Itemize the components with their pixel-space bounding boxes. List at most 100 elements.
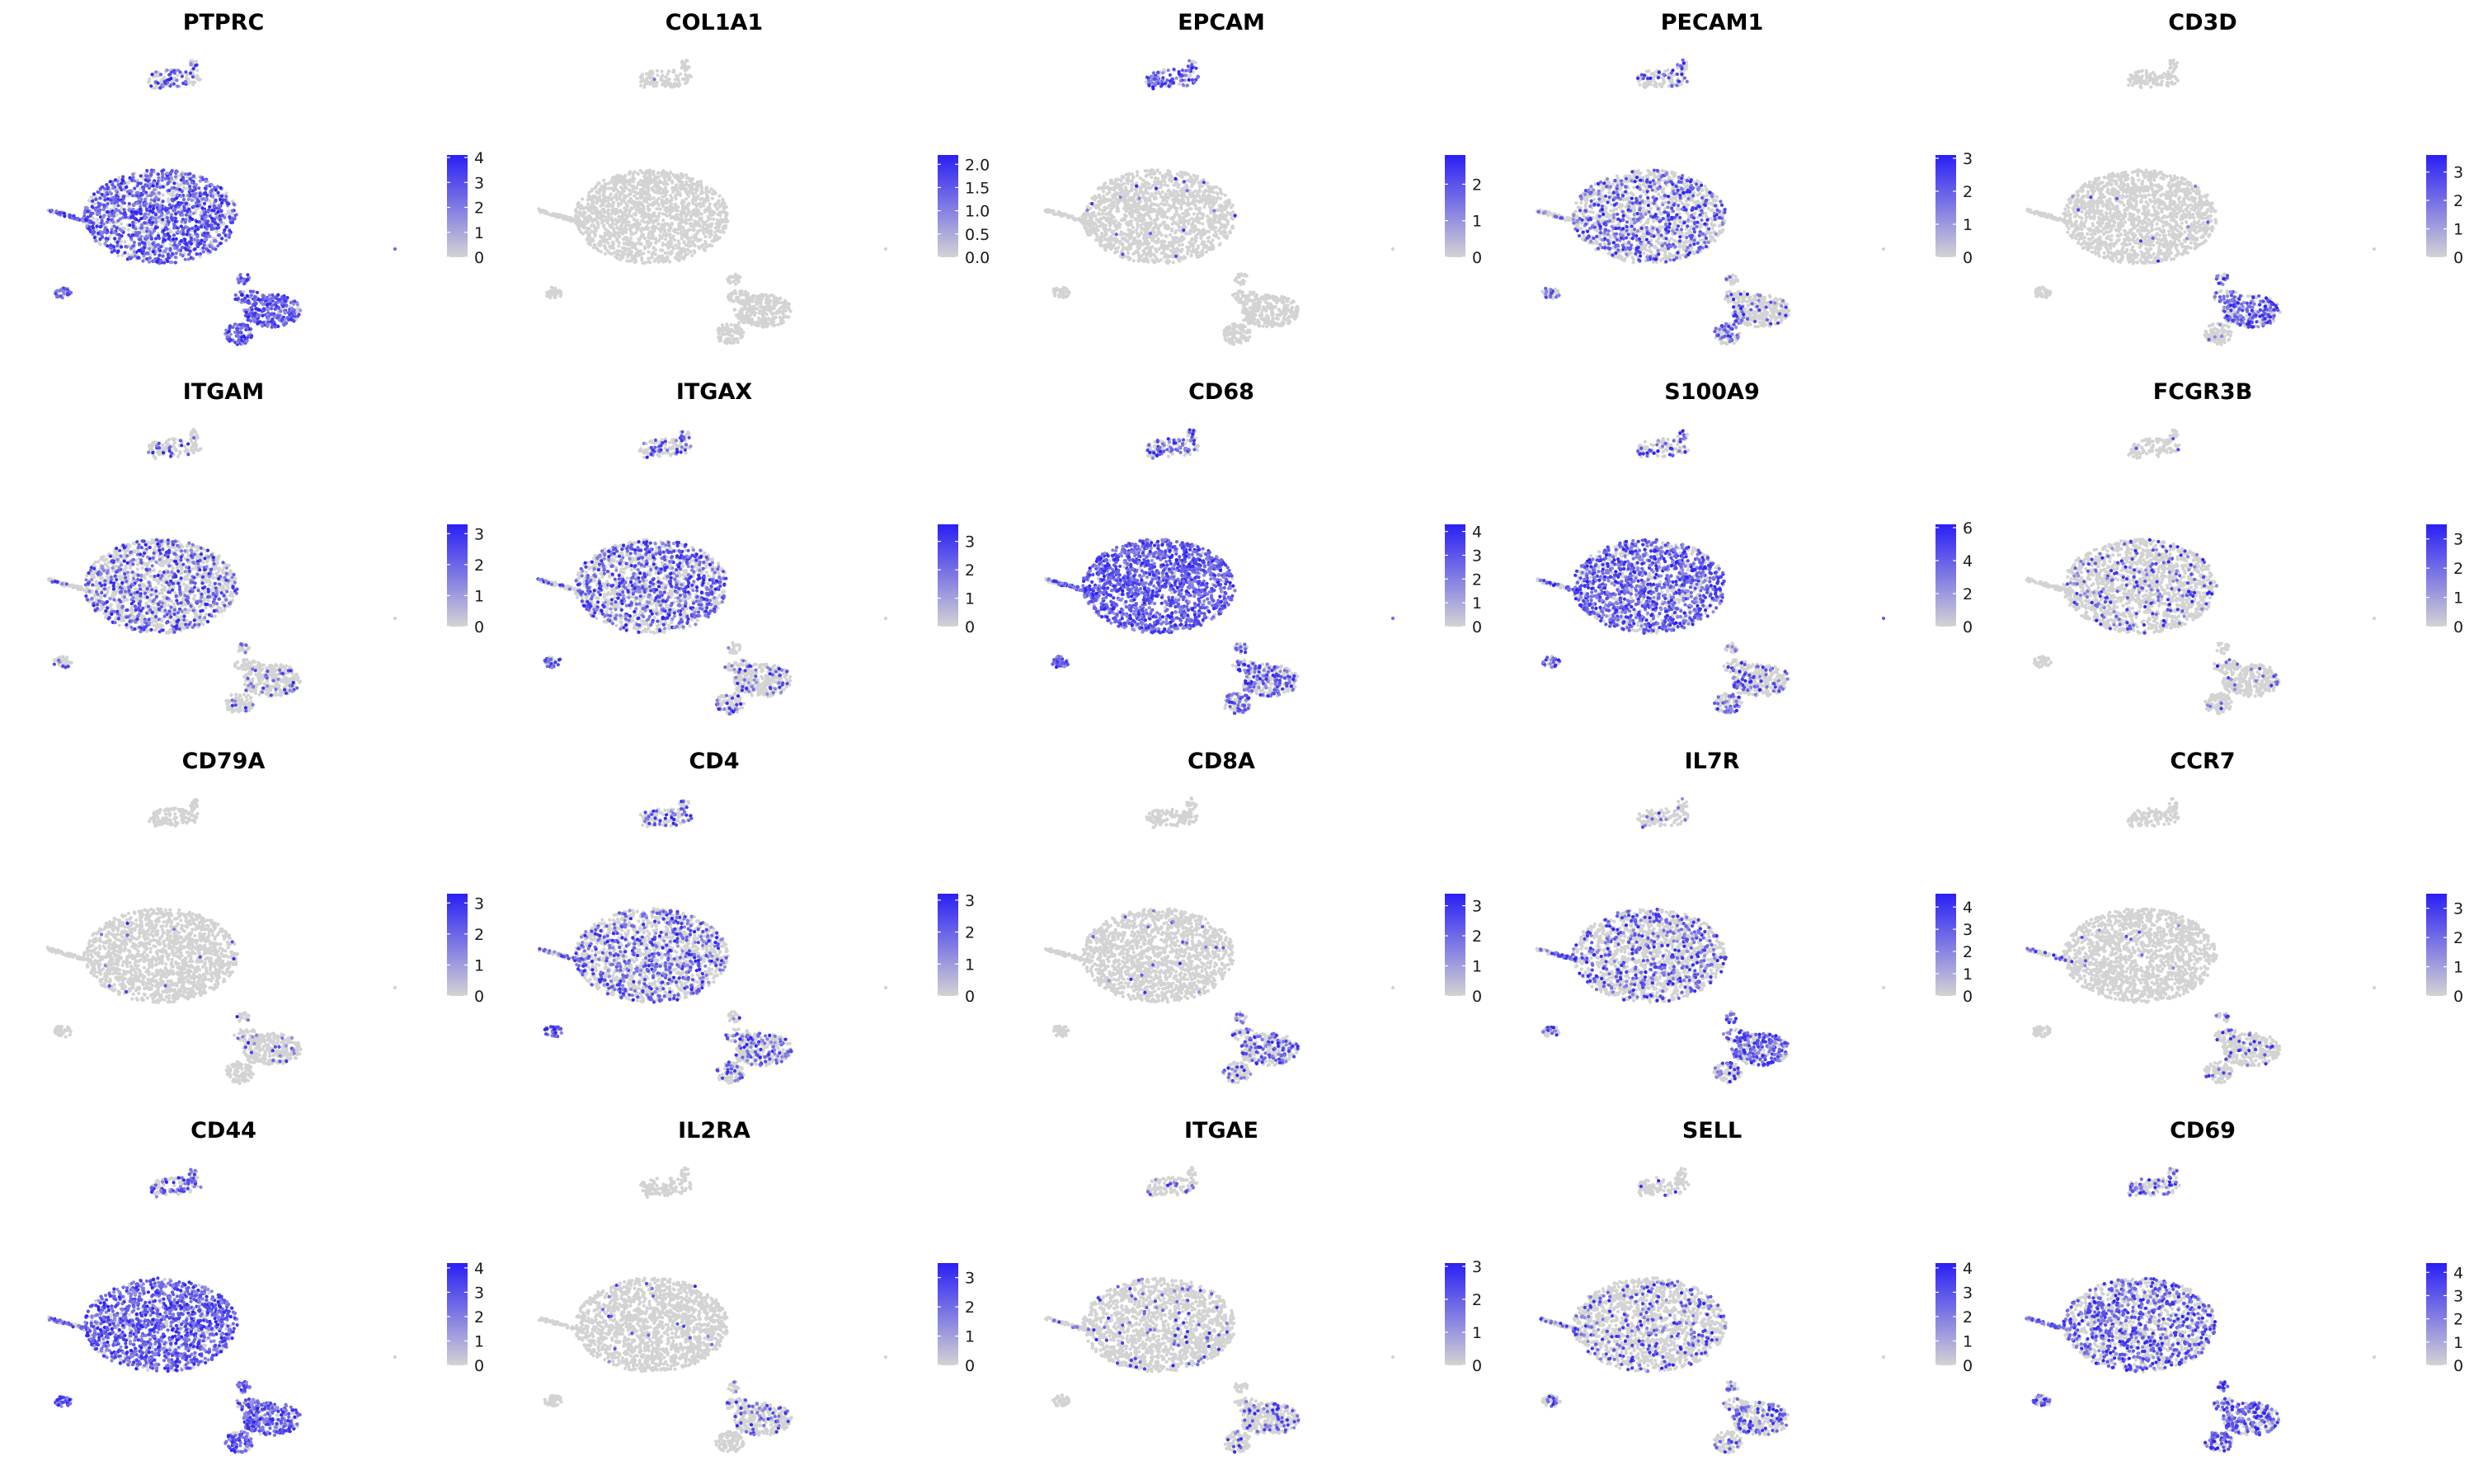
cell-point (640, 232, 644, 237)
cell-point (666, 251, 670, 255)
cell-point (706, 218, 710, 223)
cell-point (159, 245, 163, 249)
cell-point (175, 186, 179, 191)
cell-point (676, 74, 680, 78)
cell-point (102, 195, 107, 199)
cell-point (607, 195, 611, 200)
cell-point (299, 308, 303, 312)
cell-point (228, 326, 232, 330)
cell-point (669, 170, 673, 175)
cell-point (741, 313, 745, 317)
cell-point (181, 186, 186, 190)
cell-point (190, 199, 194, 203)
cell-point (733, 325, 737, 330)
cell-point (655, 68, 660, 73)
cell-point (181, 197, 186, 202)
cell-point (689, 222, 694, 226)
cell-point (682, 240, 686, 244)
cell-point (581, 222, 586, 226)
cell-point (693, 219, 697, 223)
cell-point (1172, 189, 1176, 193)
cell-point (126, 252, 130, 256)
cell-point (239, 326, 243, 331)
cell-point (158, 206, 162, 210)
cell-point (602, 240, 607, 244)
cell-point (202, 201, 207, 206)
cell-point (631, 174, 635, 179)
colorbar-tick-label: 4 (474, 149, 484, 167)
cell-point (154, 70, 158, 74)
cell-point (1197, 200, 1201, 204)
cell-point (593, 186, 597, 190)
cell-point (618, 257, 623, 262)
cell-point (149, 84, 153, 88)
cell-point (195, 252, 199, 256)
cell-point (192, 204, 196, 209)
cell-point (712, 238, 716, 242)
cell-point (744, 298, 749, 302)
cell-point (132, 216, 137, 220)
cell-point (222, 231, 226, 235)
feature-plot-panel: PTPRC 0 1 2 3 4 (0, 0, 488, 368)
cell-point (684, 221, 689, 225)
cell-point (755, 303, 759, 307)
panel-title: EPCAM (998, 10, 1445, 35)
cell-point (680, 60, 684, 64)
cell-point (148, 256, 153, 261)
cell-point (283, 317, 287, 322)
cell-point (68, 213, 72, 217)
cell-point (153, 188, 157, 192)
cell-point (219, 209, 223, 214)
cell-point (603, 244, 607, 248)
cell-point (63, 214, 67, 218)
cell-point (163, 250, 167, 254)
cell-point (717, 339, 722, 343)
cell-point (189, 236, 193, 240)
cell-point (118, 186, 122, 190)
cell-point (618, 209, 623, 213)
cell-point (727, 326, 731, 331)
cell-point (161, 185, 165, 189)
cell-point (273, 325, 277, 329)
cell-point (606, 241, 610, 245)
cell-point (549, 214, 553, 218)
cell-point (180, 74, 184, 78)
cell-point (623, 180, 628, 184)
cell-point (1185, 245, 1189, 249)
cell-point (142, 186, 146, 190)
cell-point (659, 248, 663, 252)
cell-point (194, 224, 198, 228)
cell-point (665, 206, 669, 210)
cell-point (703, 220, 708, 225)
umap-scatter: 012 (1043, 59, 1482, 346)
cell-point (289, 307, 294, 311)
cell-point (186, 228, 190, 233)
cell-point (576, 200, 581, 205)
cell-point (101, 235, 105, 239)
cell-point (704, 195, 708, 200)
cell-point (567, 218, 571, 222)
cell-point (245, 294, 249, 298)
cell-point (230, 209, 234, 213)
cell-point (170, 261, 174, 265)
cell-point (181, 246, 185, 250)
cell-point (655, 207, 659, 211)
cell-point (101, 222, 106, 226)
cell-point (129, 246, 134, 251)
panel-title: COL1A1 (491, 10, 938, 35)
cell-point (187, 252, 191, 256)
cell-point (684, 64, 688, 68)
cell-point (737, 321, 741, 325)
cell-point (157, 209, 161, 214)
cell-point (198, 251, 203, 256)
cell-point (156, 242, 161, 247)
cell-point (686, 207, 690, 211)
cell-point (652, 77, 656, 82)
cell-point (1204, 250, 1208, 254)
cell-point (228, 232, 232, 236)
cell-point (266, 312, 270, 317)
cell-point (577, 228, 581, 232)
umap-scatter: 0.00.51.01.52.0 (537, 59, 990, 345)
cell-point (198, 194, 202, 198)
cell-point (718, 222, 722, 226)
